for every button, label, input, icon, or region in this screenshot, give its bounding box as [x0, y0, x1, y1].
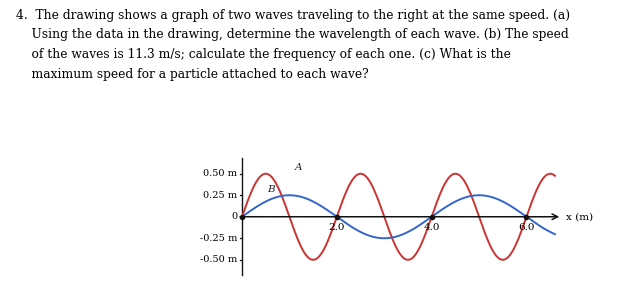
Text: 4.0: 4.0 [424, 223, 440, 232]
Text: B: B [267, 185, 274, 194]
Text: 0.50 m: 0.50 m [203, 169, 237, 178]
Text: 0.25 m: 0.25 m [203, 191, 237, 200]
Text: x (m): x (m) [566, 212, 593, 221]
Text: 4.  The drawing shows a graph of two waves traveling to the right at the same sp: 4. The drawing shows a graph of two wave… [16, 9, 570, 22]
Text: 2.0: 2.0 [328, 223, 345, 232]
Text: 6.0: 6.0 [518, 223, 535, 232]
Text: of the waves is 11.3 m/s; calculate the frequency of each one. (c) What is the: of the waves is 11.3 m/s; calculate the … [16, 48, 511, 61]
Text: Using the data in the drawing, determine the wavelength of each wave. (b) The sp: Using the data in the drawing, determine… [16, 28, 568, 41]
Text: -0.50 m: -0.50 m [200, 255, 237, 264]
Text: maximum speed for a particle attached to each wave?: maximum speed for a particle attached to… [16, 68, 369, 81]
Text: 0: 0 [231, 212, 237, 221]
Text: -0.25 m: -0.25 m [200, 234, 237, 243]
Text: A: A [295, 163, 303, 172]
